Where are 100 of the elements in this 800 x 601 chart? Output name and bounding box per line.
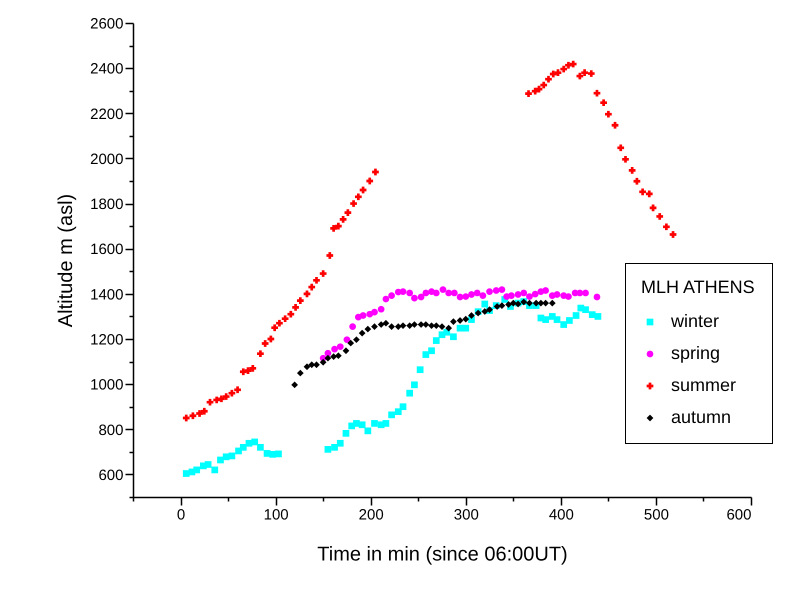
point (291, 381, 298, 388)
point (532, 290, 539, 298)
point (542, 287, 549, 294)
point (378, 306, 385, 313)
point (520, 290, 528, 296)
point (358, 330, 366, 336)
legend-label: autumn (671, 407, 732, 427)
point (582, 290, 589, 296)
x-axis-title: Time in min (since 06:00UT) (317, 544, 568, 566)
point (360, 312, 366, 319)
point (468, 312, 475, 319)
point (548, 300, 556, 306)
point (462, 316, 470, 322)
x-tick-label: 200 (358, 506, 384, 524)
point (382, 320, 390, 327)
y-tick-label: 2400 (90, 60, 124, 78)
point (445, 290, 452, 296)
point (406, 290, 414, 296)
point (336, 343, 344, 350)
point (388, 323, 395, 330)
point (508, 292, 515, 300)
point (432, 290, 440, 296)
point (313, 361, 320, 368)
point (394, 323, 402, 330)
point (481, 308, 488, 315)
point (542, 300, 549, 306)
point (498, 286, 506, 293)
point (296, 370, 304, 376)
point (344, 336, 350, 344)
point (492, 287, 500, 294)
x-tick-label: 500 (644, 506, 669, 524)
y-tick-label: 2600 (90, 16, 124, 32)
point (406, 322, 414, 330)
point (438, 323, 446, 330)
y-tick-label: 1600 (90, 241, 124, 258)
point (445, 324, 452, 332)
point (304, 363, 310, 370)
point (576, 290, 584, 296)
point (349, 323, 356, 330)
point (422, 290, 430, 296)
point (331, 346, 338, 353)
point (371, 308, 378, 316)
point (400, 288, 406, 295)
y-tick-label: 1400 (90, 286, 124, 304)
point (330, 353, 337, 360)
point (382, 296, 390, 302)
point (400, 322, 406, 330)
y-tick-label: 600 (98, 466, 124, 484)
point (486, 288, 493, 295)
point (342, 347, 350, 354)
point (474, 290, 481, 296)
point (451, 290, 458, 296)
point (462, 293, 470, 300)
point (456, 317, 464, 324)
y-tick-label: 1800 (90, 196, 124, 214)
point (428, 322, 435, 330)
point (411, 321, 418, 328)
point (594, 294, 600, 300)
point (450, 318, 457, 325)
point (440, 286, 446, 293)
point (526, 293, 533, 300)
legend-label: spring (671, 343, 720, 363)
point (532, 300, 540, 306)
point (418, 294, 424, 300)
point (538, 300, 544, 306)
point (335, 352, 342, 360)
point (324, 354, 332, 362)
x-tick-label: 100 (264, 506, 289, 524)
point (353, 336, 360, 344)
y-tick-label: 800 (98, 422, 124, 439)
legend-title: MLH ATHENS (641, 277, 755, 297)
point (510, 300, 517, 306)
y-tick-label: 1000 (90, 376, 124, 394)
point (514, 291, 522, 298)
point (526, 300, 533, 306)
point (554, 291, 560, 298)
point (364, 326, 372, 332)
point (378, 321, 385, 328)
point (388, 292, 395, 300)
point (411, 294, 418, 302)
x-tick-label: 300 (454, 506, 479, 524)
legend-label: winter (670, 311, 720, 331)
x-tick-label: 600 (726, 506, 752, 524)
point (324, 350, 332, 357)
y-tick-label: 1200 (90, 332, 124, 348)
x-tick-label: 0 (176, 506, 186, 524)
point (498, 302, 506, 309)
point (565, 293, 572, 300)
y-axis-title: Altitude m (asl) (55, 194, 78, 328)
legend-label: summer (671, 375, 736, 395)
point (456, 294, 464, 300)
point (468, 291, 475, 298)
point (432, 322, 440, 330)
point (347, 340, 354, 346)
x-tick-label: 400 (548, 506, 574, 524)
y-tick-label: 2000 (90, 150, 124, 168)
point (480, 292, 486, 300)
point (371, 323, 378, 330)
point (320, 358, 327, 366)
y-tick-label: 2200 (90, 106, 124, 123)
